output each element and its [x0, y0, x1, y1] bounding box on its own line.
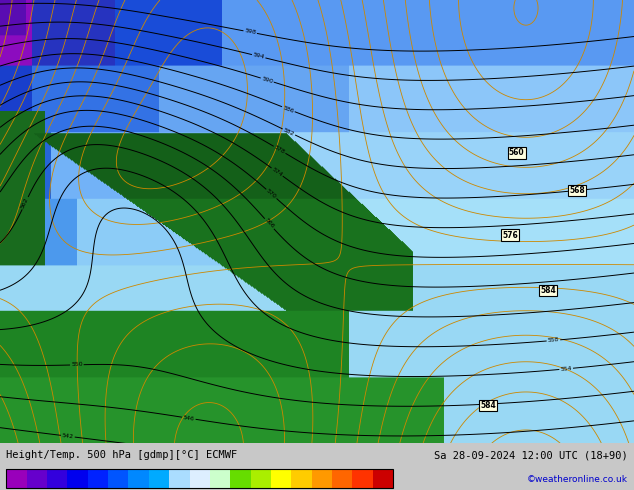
- Text: 560: 560: [509, 148, 524, 157]
- Bar: [291, 468, 312, 488]
- Bar: [169, 468, 190, 488]
- Text: 598: 598: [244, 28, 256, 36]
- Bar: [353, 468, 373, 488]
- Text: 590: 590: [261, 76, 274, 84]
- Bar: [6, 468, 393, 488]
- Bar: [129, 468, 149, 488]
- Bar: [373, 468, 393, 488]
- Bar: [210, 468, 230, 488]
- Text: Sa 28-09-2024 12:00 UTC (18+90): Sa 28-09-2024 12:00 UTC (18+90): [434, 450, 628, 460]
- Text: 578: 578: [273, 145, 286, 155]
- Bar: [108, 468, 129, 488]
- Text: ©weatheronline.co.uk: ©weatheronline.co.uk: [527, 475, 628, 484]
- Text: 566: 566: [264, 218, 275, 230]
- Bar: [312, 468, 332, 488]
- Text: 576: 576: [503, 230, 518, 240]
- Bar: [87, 468, 108, 488]
- Bar: [47, 468, 67, 488]
- Bar: [149, 468, 169, 488]
- Bar: [6, 468, 27, 488]
- Text: Height/Temp. 500 hPa [gdmp][°C] ECMWF: Height/Temp. 500 hPa [gdmp][°C] ECMWF: [6, 450, 238, 460]
- Bar: [67, 468, 87, 488]
- Bar: [250, 468, 271, 488]
- Text: 584: 584: [541, 286, 556, 295]
- Bar: [271, 468, 291, 488]
- Text: 546: 546: [183, 415, 195, 421]
- Bar: [27, 468, 47, 488]
- Text: 570: 570: [266, 188, 278, 200]
- Text: 568: 568: [569, 186, 585, 195]
- Text: 582: 582: [283, 127, 295, 137]
- Text: 594: 594: [252, 52, 265, 60]
- Text: 542: 542: [61, 433, 74, 440]
- Text: 574: 574: [271, 167, 283, 177]
- Text: 562: 562: [20, 197, 30, 210]
- Bar: [230, 468, 250, 488]
- Text: 550: 550: [71, 362, 82, 368]
- Bar: [332, 468, 353, 488]
- Text: 584: 584: [481, 401, 496, 410]
- Text: 558: 558: [547, 338, 559, 343]
- Bar: [190, 468, 210, 488]
- Text: 586: 586: [282, 105, 295, 114]
- Text: 554: 554: [560, 366, 573, 372]
